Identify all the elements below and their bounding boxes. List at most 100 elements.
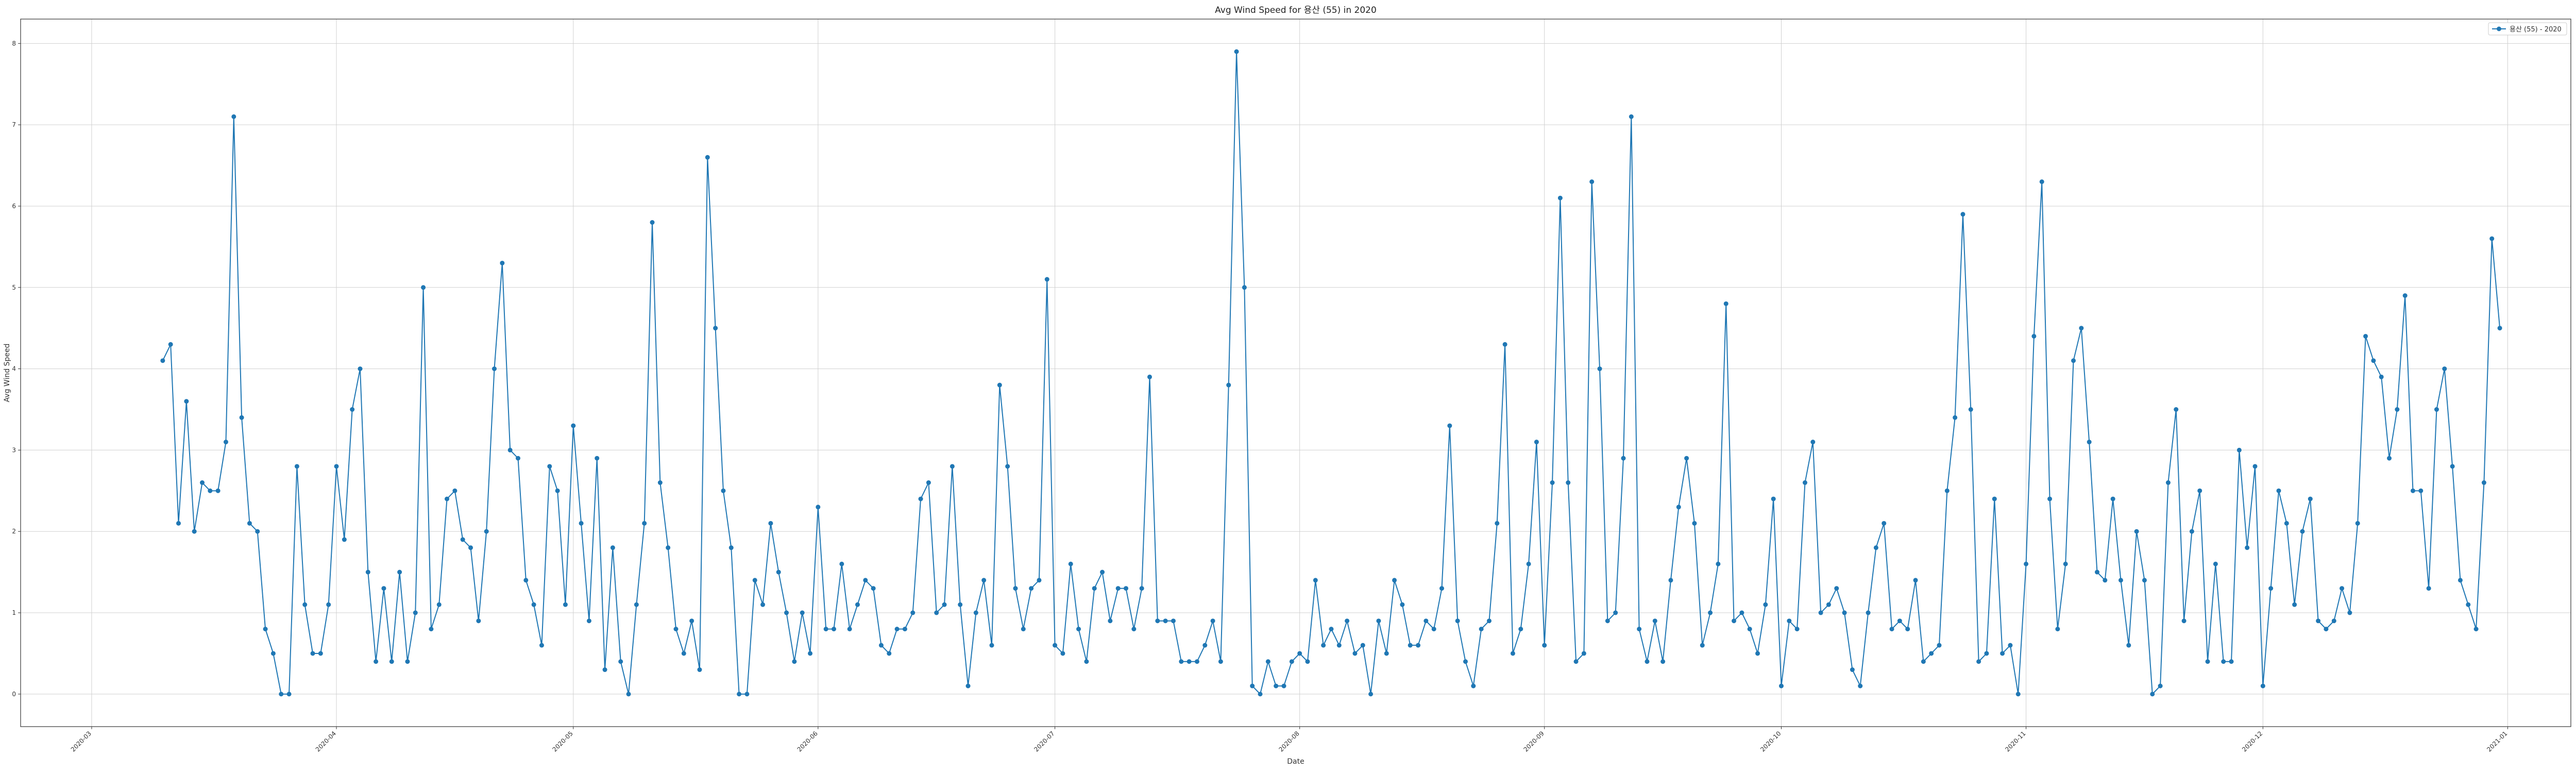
data-point <box>2324 627 2329 632</box>
data-point <box>365 569 370 575</box>
data-point <box>1882 520 1887 526</box>
data-point <box>989 643 994 648</box>
data-point <box>1155 618 1160 624</box>
data-point <box>1723 301 1728 306</box>
data-point <box>1573 659 1579 664</box>
data-point <box>1226 382 1231 388</box>
data-point <box>507 447 513 452</box>
data-point <box>2442 366 2447 372</box>
data-point <box>1384 651 1389 656</box>
data-point <box>2276 488 2281 493</box>
data-point <box>2008 643 2013 648</box>
data-point <box>1826 602 1831 607</box>
data-point <box>1645 659 1650 664</box>
data-point <box>800 610 805 615</box>
data-point <box>1400 602 1405 607</box>
data-point <box>1810 440 1816 445</box>
data-point <box>1068 561 1073 566</box>
data-point <box>1913 578 1918 583</box>
data-point <box>2150 692 2155 697</box>
data-point <box>342 537 347 542</box>
data-point <box>792 659 797 664</box>
data-point <box>1613 610 1618 615</box>
data-point <box>247 520 252 526</box>
data-point <box>1960 212 1965 217</box>
data-point <box>1321 643 1326 648</box>
data-point <box>2252 464 2258 469</box>
data-point <box>2181 618 2187 624</box>
legend-point-marker <box>2497 26 2501 31</box>
data-point <box>2079 326 2084 331</box>
data-point <box>2189 529 2194 534</box>
legend: 용산 (55) - 2020 <box>2488 22 2567 36</box>
data-point <box>1589 179 1595 184</box>
data-point <box>1968 407 1973 412</box>
data-point <box>2331 618 2336 624</box>
data-point <box>2047 496 2053 501</box>
data-point <box>1439 586 1445 591</box>
data-point <box>1210 618 1215 624</box>
data-point <box>1684 456 1689 461</box>
y-tick-label: 5 <box>12 284 16 291</box>
data-point <box>1992 496 1997 501</box>
data-point <box>1408 643 1413 648</box>
data-point <box>263 627 268 632</box>
data-point <box>1905 627 1910 632</box>
data-point <box>2371 358 2376 363</box>
x-axis-title: Date <box>1287 758 1304 766</box>
data-point <box>2466 602 2471 607</box>
data-point <box>2347 610 2352 615</box>
data-point <box>1313 578 1318 583</box>
data-point <box>539 643 544 648</box>
data-point <box>1131 627 1137 632</box>
data-point <box>1416 643 1421 648</box>
data-point <box>1139 586 1144 591</box>
data-point <box>2118 578 2123 583</box>
y-tick-label: 2 <box>12 528 16 535</box>
data-point <box>768 520 773 526</box>
data-point <box>1329 627 1334 632</box>
data-point <box>2395 407 2400 412</box>
data-point <box>1526 561 1531 566</box>
data-point <box>1021 627 1026 632</box>
data-point <box>2473 627 2479 632</box>
data-point <box>918 496 923 501</box>
data-point <box>823 627 828 632</box>
data-point <box>192 529 197 534</box>
data-point <box>1858 683 1863 688</box>
legend-label: 용산 (55) - 2020 <box>2510 26 2562 33</box>
data-point <box>902 627 907 632</box>
y-tick-label: 0 <box>12 691 16 698</box>
data-point <box>1834 586 1839 591</box>
data-point <box>2134 529 2139 534</box>
data-point <box>2481 480 2486 485</box>
data-point <box>1716 561 1721 566</box>
data-point <box>571 423 576 428</box>
data-point <box>2402 293 2408 298</box>
data-point <box>1755 651 1760 656</box>
data-point <box>1984 651 1989 656</box>
data-point <box>231 114 236 119</box>
data-point <box>515 456 520 461</box>
data-point <box>484 529 489 534</box>
data-point <box>1471 683 1476 688</box>
data-point <box>176 520 181 526</box>
data-point <box>2308 496 2313 501</box>
data-point <box>2095 569 2099 575</box>
data-point <box>1897 618 1902 624</box>
data-point <box>2418 488 2424 493</box>
data-point <box>1352 651 1358 656</box>
data-point <box>1376 618 1381 624</box>
data-point <box>1479 627 1484 632</box>
data-point <box>871 586 876 591</box>
data-point <box>1818 610 1823 615</box>
data-point <box>744 692 750 697</box>
data-point <box>681 651 686 656</box>
data-point <box>326 602 331 607</box>
data-point <box>397 569 402 575</box>
data-point <box>2411 488 2415 493</box>
data-point <box>1360 643 1365 648</box>
data-point <box>294 464 299 469</box>
data-point <box>2489 236 2495 241</box>
